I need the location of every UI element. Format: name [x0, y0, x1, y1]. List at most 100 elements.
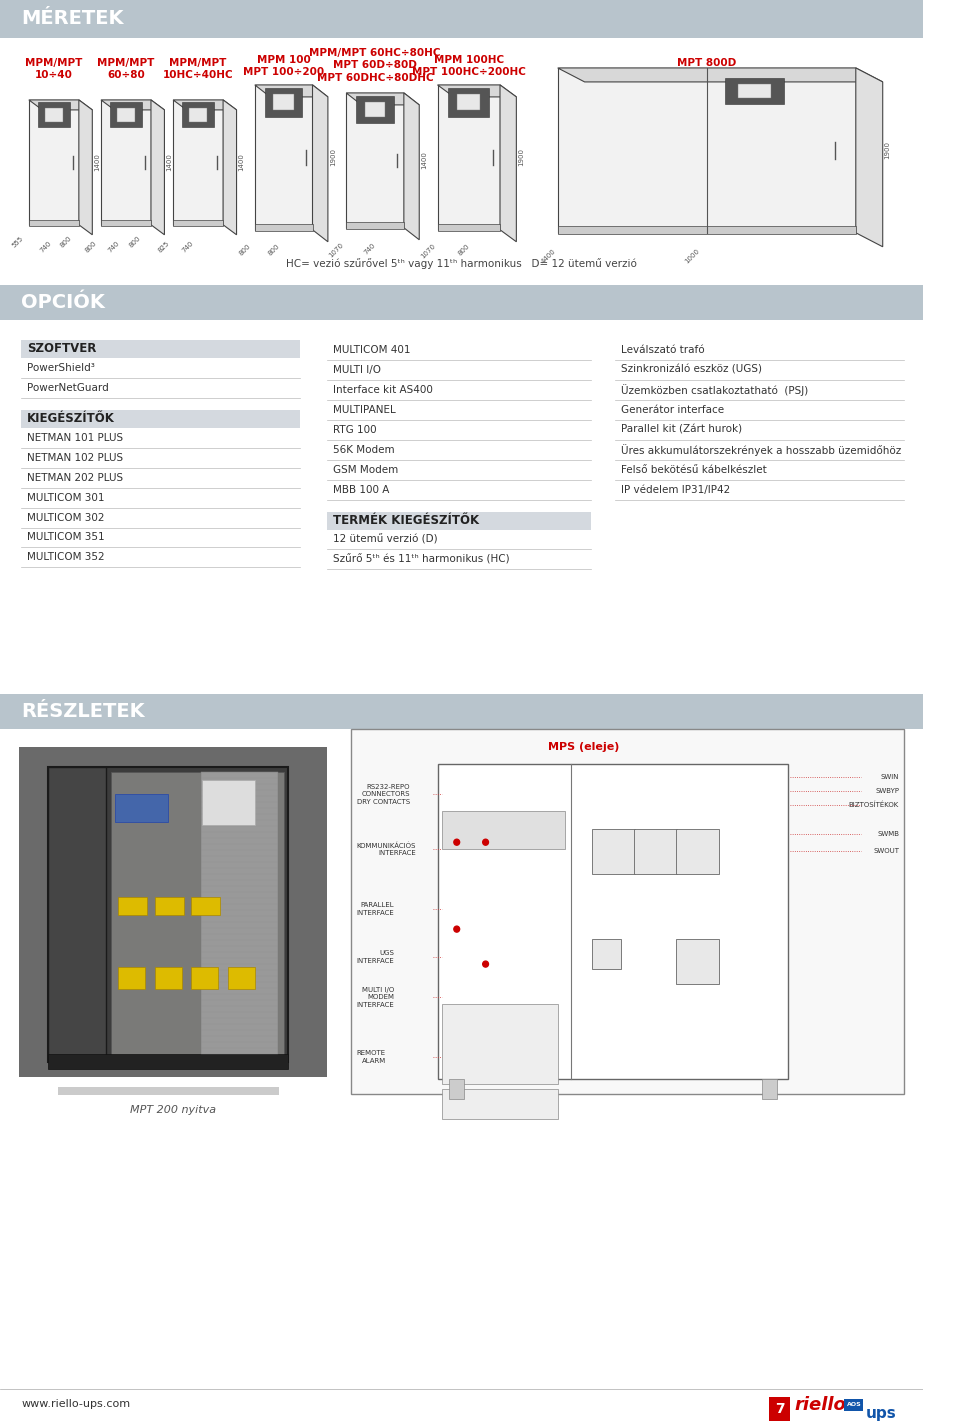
Text: NETMAN 202 PLUS: NETMAN 202 PLUS — [27, 472, 123, 482]
Text: MULTICOM 351: MULTICOM 351 — [27, 532, 105, 542]
Bar — [155, 896, 183, 915]
Polygon shape — [101, 100, 164, 110]
Bar — [203, 780, 255, 825]
Bar — [201, 773, 278, 1057]
Polygon shape — [254, 85, 328, 97]
Bar — [457, 94, 480, 111]
Text: Szinkronizáló eszköz (UGS): Szinkronizáló eszköz (UGS) — [621, 364, 762, 374]
Text: MULTIPANEL: MULTIPANEL — [333, 404, 396, 414]
Bar — [29, 100, 79, 225]
Bar — [117, 108, 134, 122]
Bar — [155, 968, 181, 989]
Text: MBB 100 A: MBB 100 A — [333, 485, 389, 495]
Bar — [844, 1399, 863, 1410]
Text: 1000: 1000 — [684, 248, 701, 265]
Text: 12 ütemű verzió (D): 12 ütemű verzió (D) — [333, 534, 438, 545]
Text: 800: 800 — [59, 235, 72, 249]
Text: MPM 100HC
MPT 100HC÷200HC: MPM 100HC MPT 100HC÷200HC — [412, 55, 526, 77]
Text: RS232-REPO
CONNECTORS
DRY CONTACTS: RS232-REPO CONNECTORS DRY CONTACTS — [357, 784, 410, 805]
Bar — [19, 747, 327, 1077]
Bar — [228, 968, 254, 989]
Text: 1400: 1400 — [166, 152, 173, 171]
Bar — [558, 226, 855, 233]
Text: IP védelem IP31/IP42: IP védelem IP31/IP42 — [621, 485, 731, 495]
Text: MPM/MPT
10HC÷40HC: MPM/MPT 10HC÷40HC — [163, 58, 233, 80]
Text: 1400: 1400 — [421, 151, 427, 169]
Bar — [29, 219, 79, 226]
Text: 1070: 1070 — [328, 242, 345, 259]
Text: 800: 800 — [457, 243, 470, 256]
Bar — [676, 939, 719, 985]
Text: 800: 800 — [267, 243, 281, 256]
Text: RÉSZLETEK: RÉSZLETEK — [21, 703, 145, 721]
Text: MPT 200 nyitva: MPT 200 nyitva — [130, 1104, 216, 1116]
Bar — [737, 84, 771, 98]
Text: 740: 740 — [363, 242, 377, 256]
Bar — [0, 0, 924, 38]
Bar — [109, 102, 142, 128]
Bar — [448, 88, 489, 117]
Text: MULTICOM 352: MULTICOM 352 — [27, 552, 105, 562]
Bar — [58, 1087, 278, 1094]
Text: SWBYP: SWBYP — [876, 788, 900, 794]
Text: 4400: 4400 — [540, 248, 557, 265]
Bar — [48, 1054, 288, 1069]
Bar — [254, 223, 313, 231]
Text: 800: 800 — [84, 239, 98, 253]
Text: MPM/MPT
10÷40: MPM/MPT 10÷40 — [25, 58, 83, 80]
Polygon shape — [558, 68, 882, 83]
Bar — [0, 285, 924, 320]
Text: MÉRETEK: MÉRETEK — [21, 10, 124, 28]
Text: MULTICOM 301: MULTICOM 301 — [27, 492, 105, 502]
Bar — [110, 773, 283, 1057]
Text: KIEGÉSZÍTŐK: KIEGÉSZÍTŐK — [27, 413, 115, 425]
Bar — [21, 410, 300, 427]
Text: 1400: 1400 — [94, 152, 100, 171]
Text: GSM Modem: GSM Modem — [333, 464, 398, 474]
Text: Szűrő 5ᵗʰ és 11ᵗʰ harmonikus (HC): Szűrő 5ᵗʰ és 11ᵗʰ harmonikus (HC) — [333, 554, 510, 565]
Bar — [173, 100, 223, 225]
Bar — [769, 1397, 790, 1420]
Text: 1400: 1400 — [238, 152, 245, 171]
Polygon shape — [500, 85, 516, 242]
Text: PowerNetGuard: PowerNetGuard — [27, 383, 108, 393]
Text: 740: 740 — [180, 239, 194, 253]
Polygon shape — [29, 100, 92, 110]
Bar — [558, 68, 855, 233]
Text: 56K Modem: 56K Modem — [333, 444, 395, 454]
Bar — [48, 767, 106, 1062]
Text: riello: riello — [794, 1396, 846, 1413]
Bar — [21, 340, 300, 357]
Bar — [443, 1005, 558, 1084]
Text: MPM/MPT 60HC÷80HC
MPT 60D÷80D
MPT 60DHC÷80DHC: MPM/MPT 60HC÷80HC MPT 60D÷80D MPT 60DHC÷… — [309, 48, 441, 83]
Text: Generátor interface: Generátor interface — [621, 404, 724, 414]
Text: 555: 555 — [11, 235, 24, 248]
Circle shape — [483, 961, 489, 968]
Text: MULTICOM 302: MULTICOM 302 — [27, 512, 105, 522]
Polygon shape — [223, 100, 236, 235]
Bar — [45, 108, 62, 122]
Bar — [676, 830, 719, 874]
Bar — [274, 94, 294, 111]
Text: KOMMUNIKÁCIÓS
INTERFACE: KOMMUNIKÁCIÓS INTERFACE — [357, 842, 416, 857]
Text: 7: 7 — [775, 1402, 784, 1416]
Bar — [347, 92, 404, 228]
Text: 800: 800 — [128, 235, 141, 249]
Bar — [254, 85, 313, 229]
Bar — [438, 223, 500, 231]
Text: SWOUT: SWOUT — [873, 848, 900, 854]
Text: SWMB: SWMB — [877, 831, 900, 837]
Bar — [189, 108, 206, 122]
Bar — [443, 1089, 558, 1118]
Circle shape — [454, 926, 460, 932]
Bar — [191, 896, 220, 915]
Bar — [347, 222, 404, 229]
Text: SZOFTVER: SZOFTVER — [27, 342, 96, 356]
Bar — [115, 794, 168, 822]
Polygon shape — [438, 85, 516, 97]
Bar — [48, 767, 288, 1062]
Bar — [761, 1079, 777, 1099]
Text: MPM/MPT
60÷80: MPM/MPT 60÷80 — [97, 58, 155, 80]
Text: www.riello-ups.com: www.riello-ups.com — [21, 1399, 131, 1409]
Text: HC= vezió szűrővel 5ᵗʰ vagy 11ᵗʰ harmonikus   D= 12 ütemű verzió: HC= vezió szűrővel 5ᵗʰ vagy 11ᵗʰ harmoni… — [286, 258, 637, 269]
